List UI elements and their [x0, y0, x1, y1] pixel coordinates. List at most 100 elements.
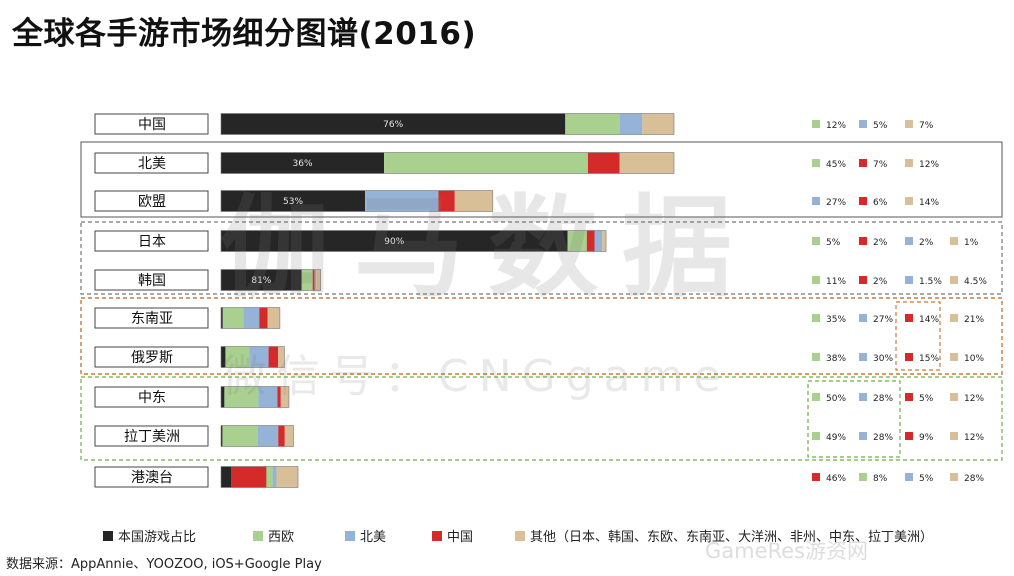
right-label-swatch-europe	[812, 432, 820, 440]
bar-segment-domestic	[221, 386, 225, 408]
right-label-swatch-other	[950, 432, 958, 440]
right-label-swatch-north-america	[905, 473, 913, 481]
category-box	[94, 230, 209, 252]
right-label-value: 38%	[826, 354, 846, 364]
right-label-value: 14%	[919, 198, 939, 208]
right-label-value: 2%	[873, 238, 888, 248]
bar-segment-domestic	[221, 466, 232, 488]
bar-segment-europe	[225, 346, 250, 368]
highlight-europe-me-latam	[807, 380, 901, 458]
bar-segment-other	[278, 346, 285, 368]
right-label-swatch-europe	[812, 237, 820, 245]
right-label-swatch-china	[859, 237, 867, 245]
legend-swatch	[345, 530, 355, 541]
right-label-value: 2%	[873, 277, 888, 287]
bar-segment-domestic	[221, 307, 223, 329]
bar-segment-europe	[384, 152, 588, 174]
right-label-swatch-other	[905, 197, 913, 205]
bar-segment-north-america	[272, 466, 277, 488]
bar-segment-europe	[224, 386, 259, 408]
category-box	[94, 425, 209, 447]
right-label-value: 7%	[919, 121, 934, 131]
category-box	[94, 269, 209, 291]
legend-label: 西欧	[268, 530, 295, 545]
right-label-value: 2%	[919, 238, 934, 248]
bar-segment-other	[454, 190, 493, 212]
right-label-value: 5%	[919, 474, 934, 484]
bar-data-label: 53%	[283, 197, 303, 207]
data-source: 数据来源：AppAnnie、YOOZOO, iOS+Google Play	[6, 557, 322, 572]
legend-label: 中国	[447, 530, 474, 545]
right-label-swatch-europe	[812, 314, 820, 322]
legend-item-china: 中国	[432, 526, 473, 545]
right-label-value: 28%	[873, 394, 893, 404]
bar-segment-europe	[567, 230, 587, 252]
right-label-value: 12%	[964, 394, 984, 404]
category-label: 东南亚	[131, 311, 173, 327]
right-label-swatch-north-america	[905, 237, 913, 245]
right-label-value: 9%	[919, 433, 934, 443]
right-label-value: 5%	[873, 121, 888, 131]
bar-segment-domestic	[221, 230, 568, 252]
right-label-swatch-north-america	[859, 120, 867, 128]
right-label-value: 5%	[919, 394, 934, 404]
bar-segment-china	[312, 269, 315, 291]
right-label-swatch-other	[905, 159, 913, 167]
right-label-swatch-other	[950, 393, 958, 401]
bar-segment-domestic	[221, 425, 223, 447]
legend-swatch	[253, 530, 263, 541]
right-label-swatch-north-america	[859, 353, 867, 361]
right-label-swatch-china	[812, 473, 820, 481]
watermark-sub: 微信号：CNGgame	[222, 351, 731, 402]
right-label-value: 1%	[964, 238, 979, 248]
category-label: 中东	[138, 390, 166, 406]
bar-outline	[220, 466, 299, 488]
bar-outline	[220, 152, 675, 174]
watermark-main: 伽马数据	[220, 184, 756, 312]
bar-data-label: 81%	[251, 276, 271, 286]
right-label-swatch-other	[950, 353, 958, 361]
right-label-swatch-north-america	[905, 276, 913, 284]
bar-segment-north-america	[249, 346, 269, 368]
right-label-swatch-europe	[859, 473, 867, 481]
right-label-value: 12%	[826, 121, 846, 131]
right-label-value: 50%	[826, 394, 846, 404]
right-label-swatch-other	[905, 120, 913, 128]
bar-segment-north-america	[314, 269, 317, 291]
right-label-value: 28%	[873, 433, 893, 443]
right-label-value: 15%	[919, 354, 939, 364]
legend-label: 本国游戏占比	[118, 530, 197, 545]
group-frame-me-latam	[80, 376, 1003, 461]
bar-segment-europe	[301, 269, 313, 291]
bar-segment-other	[284, 425, 294, 447]
right-label-swatch-china	[905, 432, 913, 440]
bar-segment-north-america	[365, 190, 439, 212]
right-label-value: 35%	[826, 315, 846, 325]
right-label-value: 27%	[873, 315, 893, 325]
highlight-china-sea-ru	[895, 301, 941, 371]
bar-segment-china	[438, 190, 455, 212]
category-box	[94, 307, 209, 329]
category-box	[94, 152, 209, 174]
right-label-swatch-europe	[812, 120, 820, 128]
bar-segment-north-america	[258, 386, 278, 408]
right-label-swatch-china	[859, 159, 867, 167]
legend-item-europe: 西欧	[253, 526, 294, 545]
bar-outline	[220, 425, 294, 447]
bar-segment-china	[259, 307, 268, 329]
bar-segment-europe	[266, 466, 273, 488]
legend-label: 北美	[360, 530, 387, 545]
right-label-swatch-europe	[812, 393, 820, 401]
right-label-value: 10%	[964, 354, 984, 364]
right-label-value: 46%	[826, 474, 846, 484]
legend-swatch	[103, 530, 113, 541]
right-label-swatch-other	[950, 237, 958, 245]
category-label: 日本	[138, 234, 166, 250]
bar-data-label: 90%	[384, 237, 404, 247]
category-label: 北美	[138, 156, 166, 172]
group-frame-sea-ru	[80, 297, 1003, 375]
bar-segment-domestic	[221, 113, 566, 135]
bar-segment-europe	[565, 113, 620, 135]
category-label: 港澳台	[131, 470, 173, 486]
